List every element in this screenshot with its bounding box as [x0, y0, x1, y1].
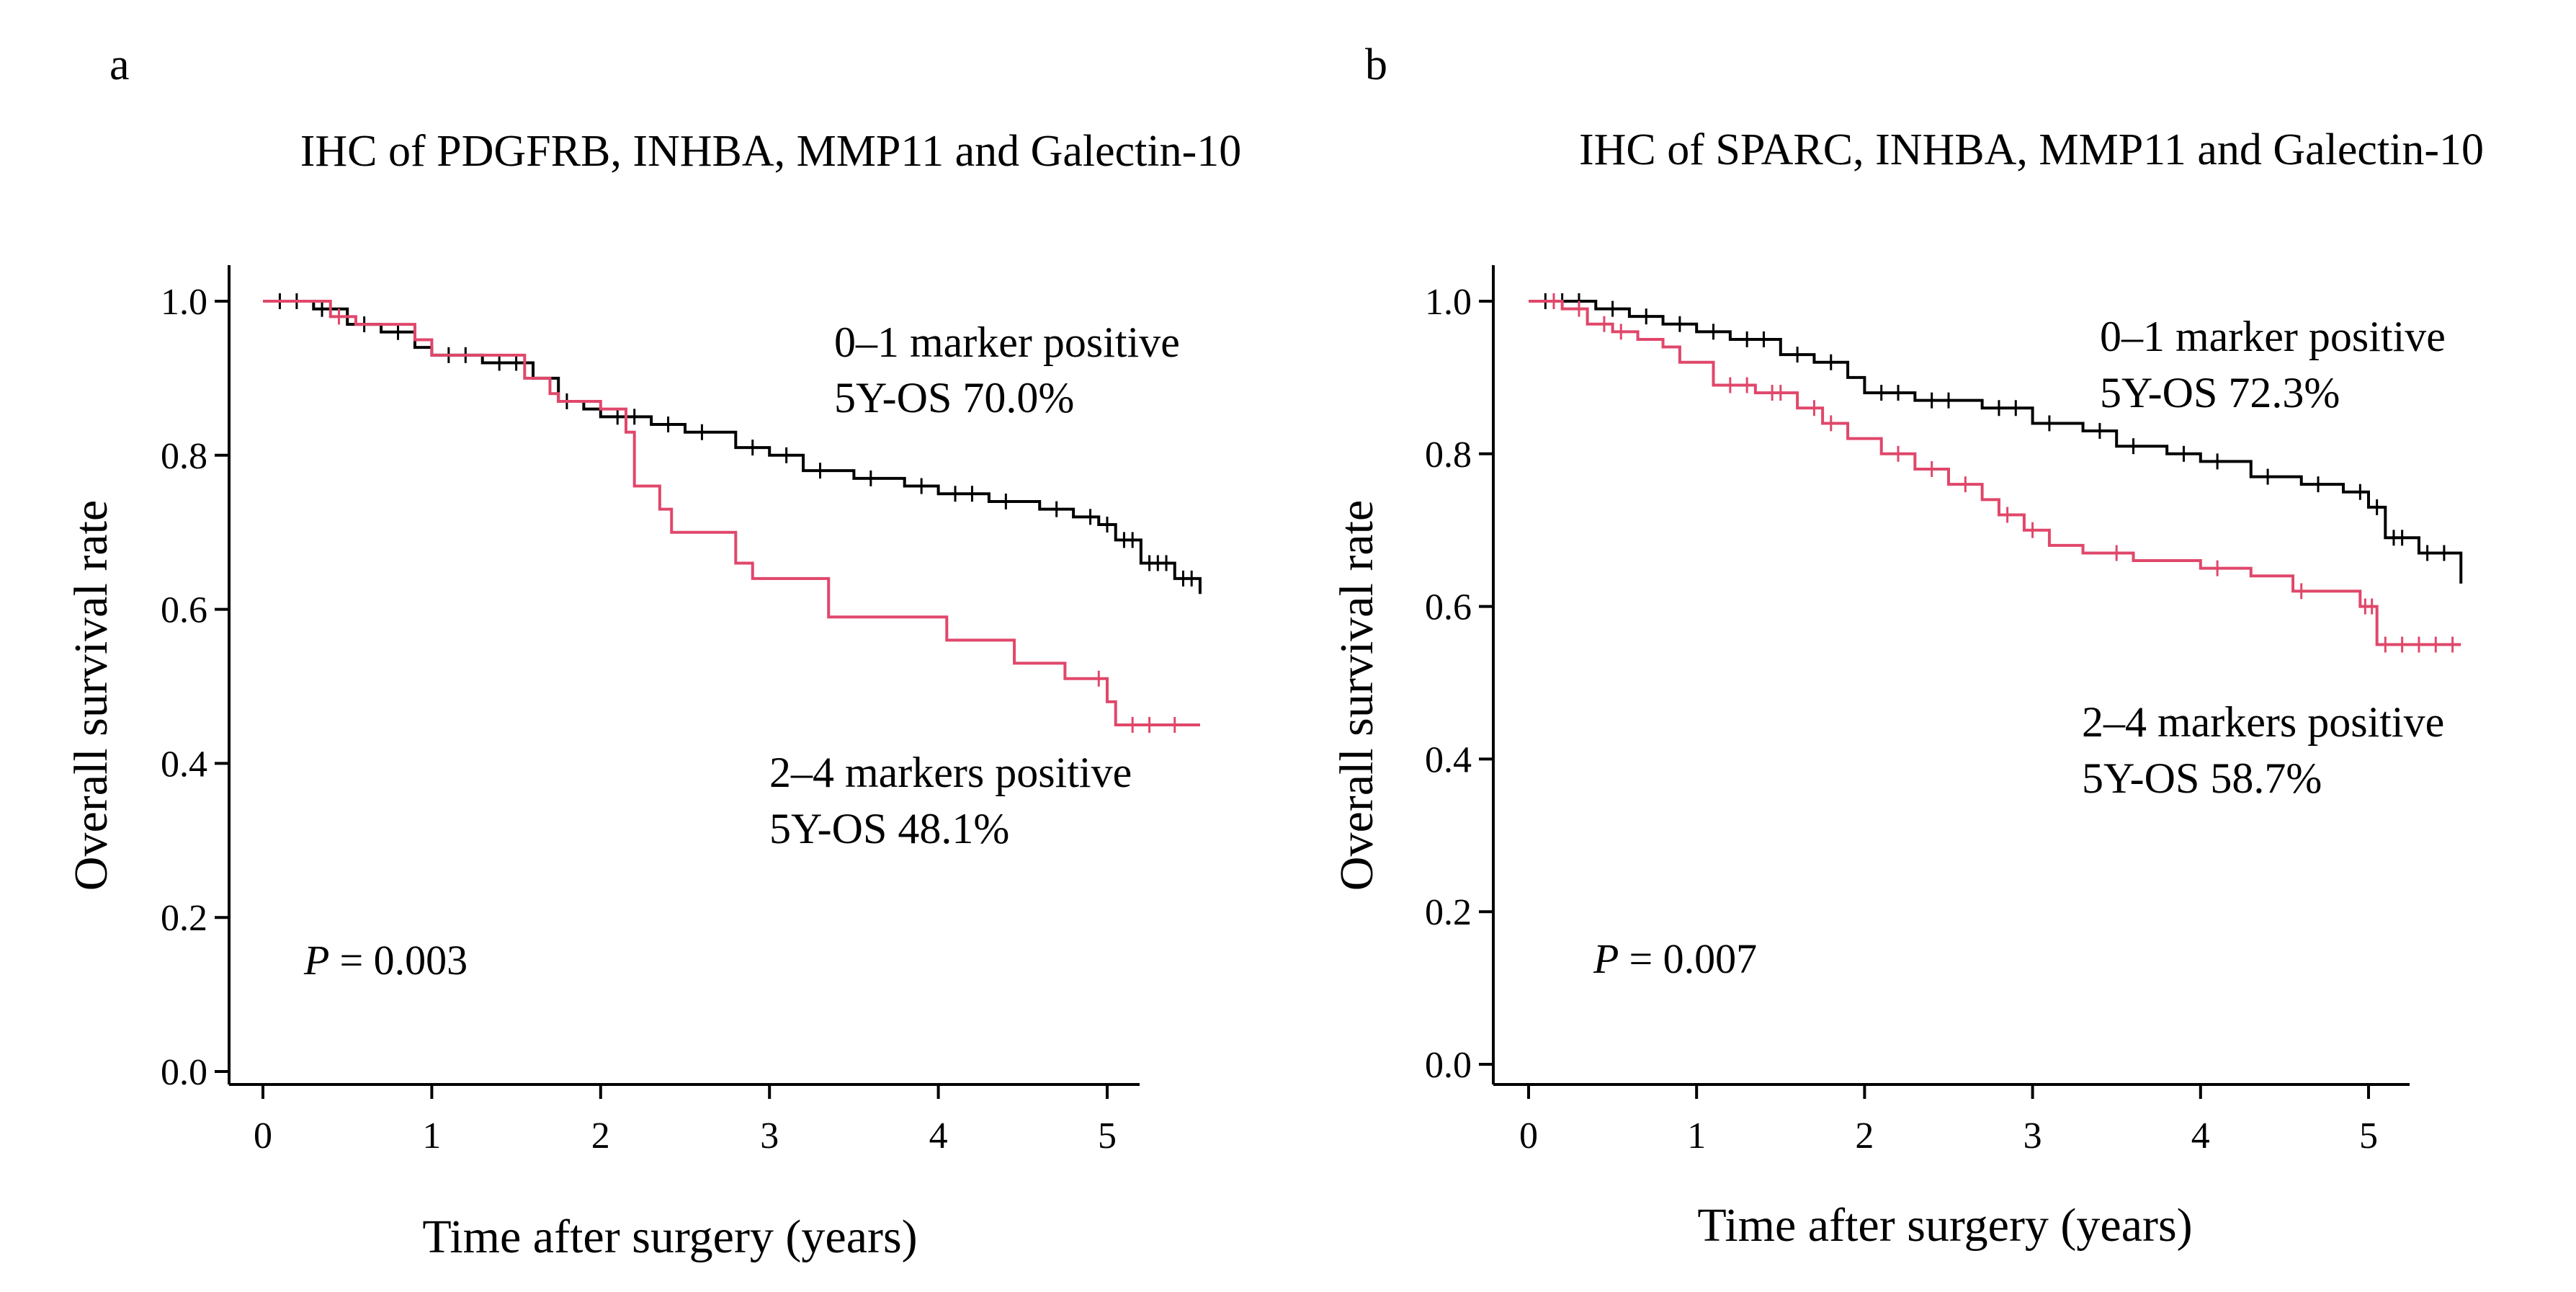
- panel-b-y-axis-label: Overall survival rate: [1331, 500, 1383, 891]
- panel-a-x-axis-label: Time after surgery (years): [422, 1211, 917, 1263]
- panel-b: b IHC of SPARC, INHBA, MMP11 and Galecti…: [1331, 40, 2484, 1252]
- panel-a-p-number: = 0.003: [339, 937, 468, 984]
- panel-b-x-ticks: 0 1 2 3 4 5: [1519, 1084, 2378, 1157]
- panel-a-x-tick-label: 2: [591, 1115, 610, 1157]
- panel-b-series2-annotation-line1: 2–4 markers positive: [2082, 698, 2444, 746]
- panel-b-series1-annotation-line1: 0–1 marker positive: [2100, 313, 2446, 360]
- panel-b-x-tick-label: 3: [2023, 1115, 2042, 1157]
- panel-a-p-value: P = 0.003: [303, 937, 468, 984]
- panel-a: a IHC of PDGFRB, INHBA, MMP11 and Galect…: [65, 40, 1241, 1263]
- panel-b-x-axis-label: Time after surgery (years): [1697, 1199, 2192, 1252]
- panel-a-series2-annotation-line1: 2–4 markers positive: [769, 749, 1132, 796]
- panel-b-y-tick-label: 0.4: [1425, 739, 1472, 780]
- panel-b-x-tick-label: 5: [2359, 1115, 2378, 1157]
- panel-b-series-1-curve: [1529, 300, 2463, 584]
- panel-b-curves: [1529, 293, 2463, 653]
- panel-a-y-tick-label: 0.0: [161, 1052, 207, 1093]
- panel-b-y-tick-label: 0.0: [1425, 1045, 1472, 1086]
- panel-a-series1-annotation-line1: 0–1 marker positive: [834, 318, 1180, 366]
- panel-a-series2-annotation-line2: 5Y-OS 48.1%: [769, 805, 1009, 852]
- panel-b-series1-annotation-line2: 5Y-OS 72.3%: [2100, 369, 2340, 416]
- panel-b-y-tick-label: 1.0: [1425, 282, 1472, 323]
- panel-b-title: IHC of SPARC, INHBA, MMP11 and Galectin-…: [1579, 125, 2484, 174]
- panel-a-y-tick-label: 0.2: [161, 898, 207, 939]
- panel-b-y-ticks: 0.0 0.2 0.4 0.6 0.8 1.0: [1425, 282, 1493, 1086]
- panel-a-p-label: P: [303, 937, 329, 984]
- panel-a-curves: [263, 293, 1202, 733]
- panel-b-series2-annotation-line2: 5Y-OS 58.7%: [2082, 754, 2322, 802]
- panel-a-x-tick-label: 1: [422, 1115, 441, 1157]
- panel-a-x-tick-label: 5: [1098, 1115, 1117, 1157]
- panel-a-y-tick-label: 0.6: [161, 590, 207, 631]
- panel-a-x-tick-label: 0: [254, 1115, 272, 1157]
- panel-b-series-2-curve: [1529, 300, 2461, 646]
- panel-a-title: IHC of PDGFRB, INHBA, MMP11 and Galectin…: [300, 127, 1242, 176]
- panel-b-x-tick-label: 0: [1519, 1115, 1538, 1157]
- panel-a-x-ticks: 0 1 2 3 4 5: [254, 1084, 1117, 1157]
- panel-b-x-tick-label: 2: [1855, 1115, 1874, 1157]
- panel-a-series-2-curve: [263, 300, 1200, 726]
- panel-b-y-tick-label: 0.2: [1425, 892, 1472, 933]
- panel-b-y-tick-label: 0.8: [1425, 435, 1472, 476]
- panel-a-y-tick-label: 1.0: [161, 282, 207, 323]
- panel-b-letter: b: [1365, 40, 1387, 89]
- panel-a-y-axis-label: Overall survival rate: [65, 500, 117, 891]
- panel-b-y-tick-label: 0.6: [1425, 587, 1472, 628]
- panel-a-x-tick-label: 3: [760, 1115, 779, 1157]
- panel-a-y-tick-label: 0.8: [161, 436, 207, 477]
- panel-b-x-tick-label: 1: [1687, 1115, 1706, 1157]
- panel-b-p-label: P: [1593, 935, 1619, 982]
- panel-a-series-1-curve: [263, 300, 1202, 594]
- panel-a-letter: a: [109, 40, 130, 89]
- panel-a-series1-annotation-line2: 5Y-OS 70.0%: [834, 374, 1074, 422]
- panel-a-y-tick-label: 0.4: [161, 744, 207, 785]
- panel-b-p-number: = 0.007: [1629, 935, 1757, 982]
- panel-a-y-ticks: 0.0 0.2 0.4 0.6 0.8 1.0: [161, 282, 229, 1093]
- panel-b-p-value: P = 0.007: [1593, 935, 1757, 982]
- panel-a-x-tick-label: 4: [929, 1115, 948, 1157]
- panel-b-x-tick-label: 4: [2191, 1115, 2210, 1157]
